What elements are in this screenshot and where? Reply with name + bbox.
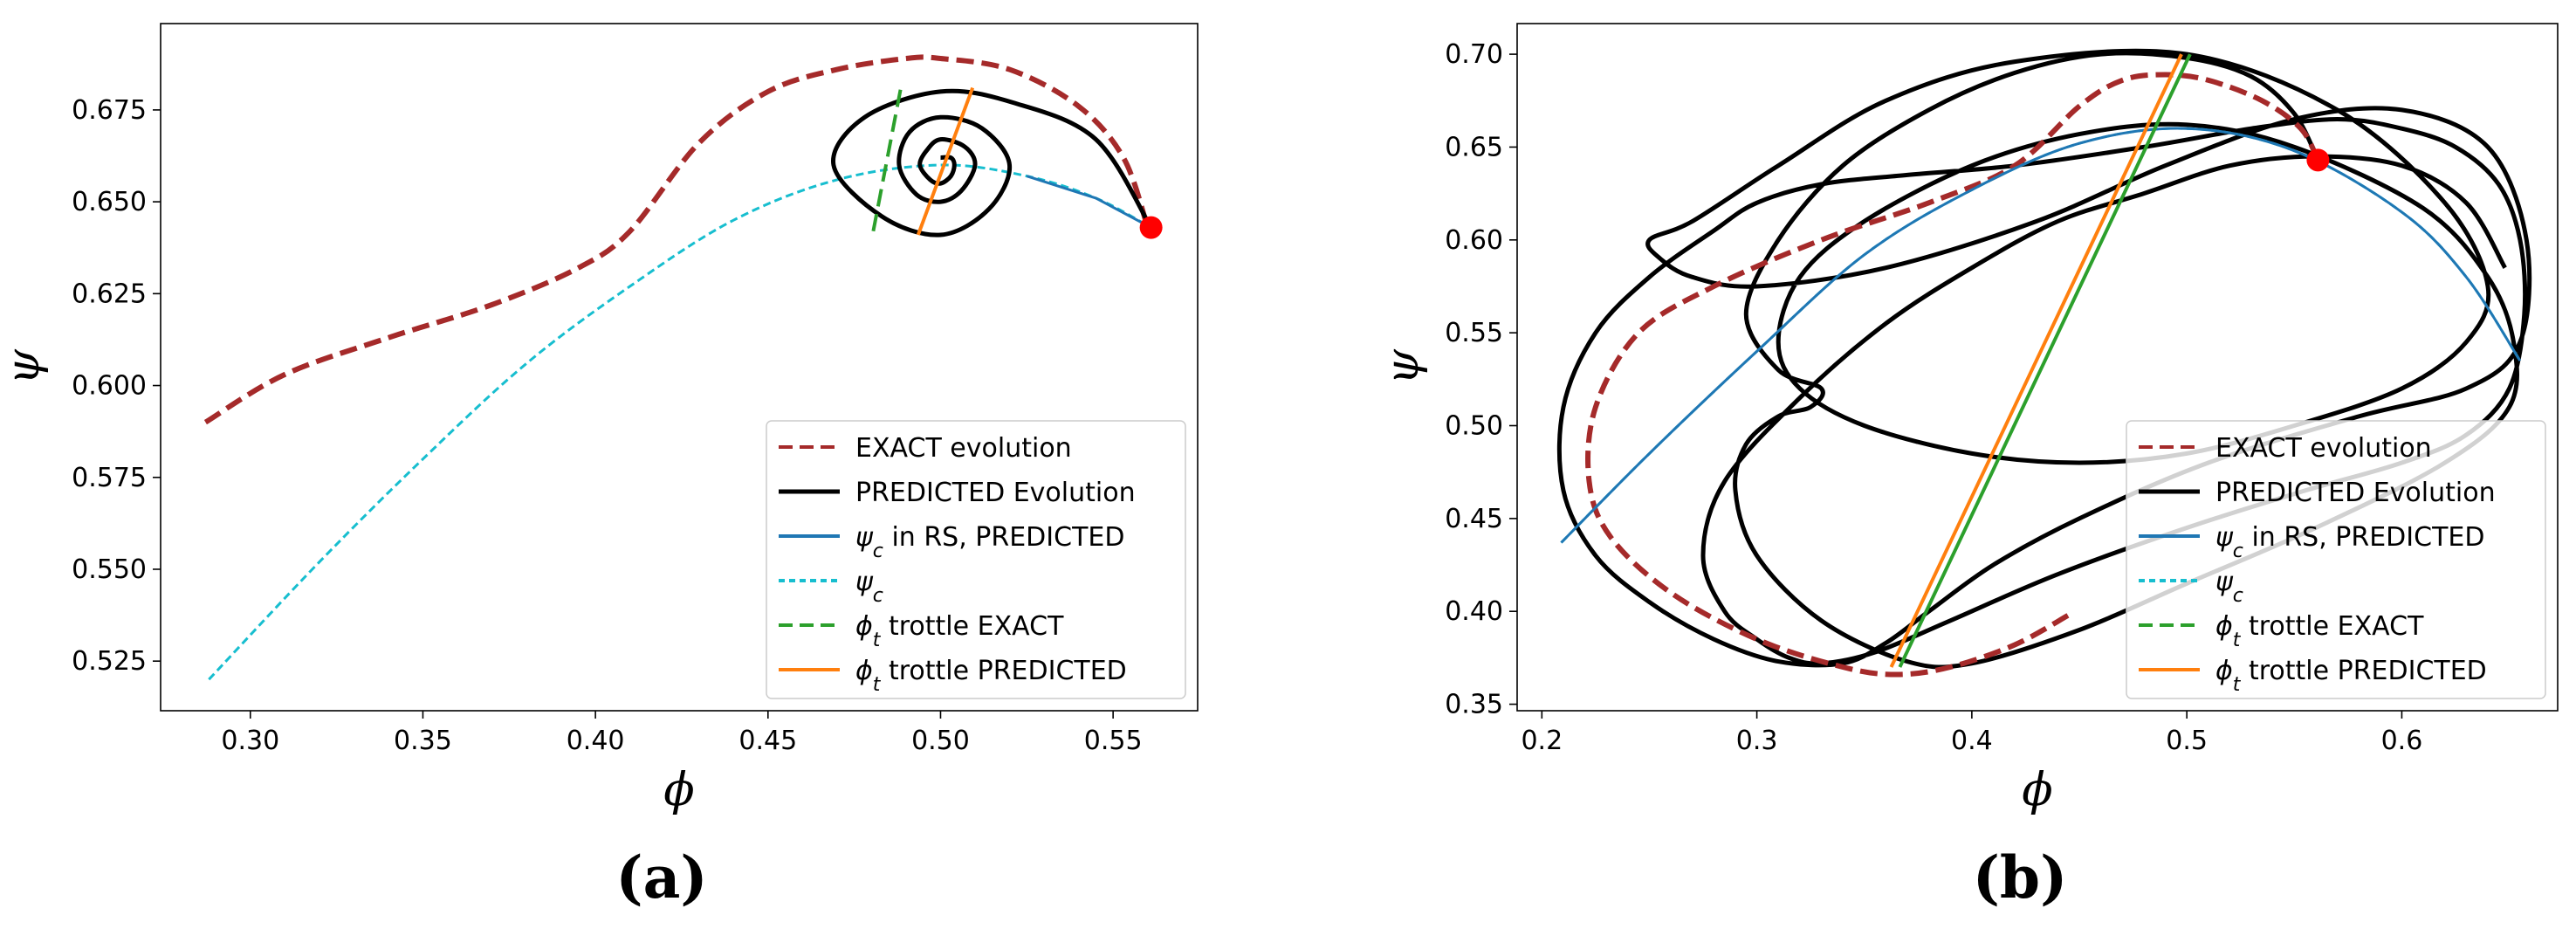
x-tick-label: 0.45 xyxy=(738,726,797,756)
x-axis-label: ϕ xyxy=(2022,764,2052,816)
y-axis-label: ψ xyxy=(1377,348,1429,385)
series-c-in-rs-predicted xyxy=(1560,127,2522,544)
series-t-trottle-predicted xyxy=(916,86,975,236)
y-tick-label: 0.625 xyxy=(72,279,147,309)
chart-panel-a: 0.30 0.35 0.40 0.45 0.50 0.55 0.525 0.550 0.575 0… xyxy=(0,23,1199,912)
y-tick-label: 0.60 xyxy=(1445,225,1503,256)
legend-label-1: EXACT evolution xyxy=(855,433,1072,464)
legend-box xyxy=(2126,420,2546,699)
legend-label-6: ϕt trottle PREDICTED xyxy=(2215,656,2487,696)
series-predicted-evolution xyxy=(831,88,1153,237)
legend-label-2: PREDICTED Evolution xyxy=(2215,478,2496,508)
x-tick-label: 0.2 xyxy=(1521,726,1563,756)
legend-label-5: ϕt trottle EXACT xyxy=(2215,611,2424,651)
x-tick-label: 0.40 xyxy=(567,726,625,756)
y-tick-label: 0.45 xyxy=(1445,504,1503,534)
legend-label-4: ψc xyxy=(2215,567,2243,607)
panel-label: (b) xyxy=(1973,843,2068,912)
series-exact-evolution xyxy=(203,54,1151,425)
y-tick-label: 0.600 xyxy=(72,371,147,402)
y-tick-label: 0.40 xyxy=(1445,596,1503,627)
y-tick-label: 0.35 xyxy=(1445,690,1503,720)
legend-box xyxy=(766,420,1186,699)
axes-frame xyxy=(1516,23,2559,712)
series-c-in-rs-predicted xyxy=(1026,175,1152,229)
x-axis-label: ϕ xyxy=(663,764,694,816)
y-tick-label: 0.50 xyxy=(1445,411,1503,442)
legend-label-3: ψc in RS, PREDICTED xyxy=(855,522,1124,562)
y-tick-label: 0.675 xyxy=(72,95,147,126)
legend: EXACT evolution PREDICTED Evolution ψc in … xyxy=(2126,420,2546,699)
y-tick-label: 0.65 xyxy=(1445,132,1503,162)
x-tick-label: 0.4 xyxy=(1951,726,1993,756)
start-point-marker xyxy=(2306,148,2330,172)
x-tick-label: 0.35 xyxy=(394,726,452,756)
legend-label-4: ψc xyxy=(855,567,883,607)
series-t-trottle-predicted xyxy=(1889,53,2183,668)
legend-label-6: ϕt trottle PREDICTED xyxy=(855,656,1127,696)
chart-panel-b: 0.2 0.3 0.4 0.5 0.6 0.35 0.40 0.45 0.50 0.55 0.60 0… xyxy=(1377,23,2559,912)
x-tick-label: 0.55 xyxy=(1084,726,1143,756)
start-point-marker xyxy=(1139,216,1163,239)
series-exact-evolution xyxy=(1585,72,2321,678)
legend-label-1: EXACT evolution xyxy=(2215,433,2432,464)
y-tick-label: 0.55 xyxy=(1445,318,1503,348)
x-tick-label: 0.5 xyxy=(2166,726,2208,756)
legend-label-5: ϕt trottle EXACT xyxy=(855,611,1064,651)
x-tick-label: 0.30 xyxy=(221,726,279,756)
panel-label: (a) xyxy=(615,843,707,912)
legend: EXACT evolution PREDICTED Evolution ψc in … xyxy=(766,420,1186,699)
legend-label-3: ψc in RS, PREDICTED xyxy=(2215,522,2484,562)
y-axis-label: ψ xyxy=(0,348,50,385)
x-tick-label: 0.3 xyxy=(1736,726,1778,756)
y-tick-label: 0.650 xyxy=(72,187,147,217)
plot-area xyxy=(203,54,1163,681)
y-tick-label: 0.550 xyxy=(72,554,147,585)
series-t-trottle-exact xyxy=(1898,53,2192,668)
y-tick-label: 0.575 xyxy=(72,463,147,493)
y-tick-label: 0.70 xyxy=(1445,39,1503,70)
x-tick-label: 0.50 xyxy=(911,726,970,756)
x-tick-label: 0.6 xyxy=(2381,726,2423,756)
axes-frame xyxy=(160,23,1199,712)
legend-label-2: PREDICTED Evolution xyxy=(855,478,1136,508)
y-tick-label: 0.525 xyxy=(72,646,147,677)
